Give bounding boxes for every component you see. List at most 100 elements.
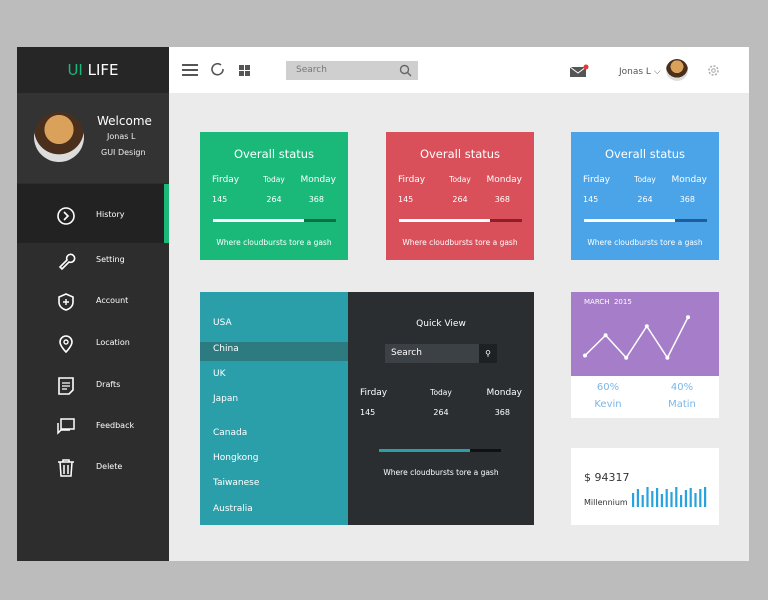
status-card: Overall status Firday 145 Today 264 Monday 368… bbox=[571, 132, 719, 260]
status-card: Overall status Firday 145 Today 264 Monday 368… bbox=[200, 132, 348, 260]
country[interactable]: USA bbox=[213, 318, 232, 328]
bar bbox=[675, 487, 678, 507]
stat-name: Kevin bbox=[594, 399, 622, 410]
stat-value: 145 bbox=[583, 195, 599, 204]
profile: Welcome Jonas L GUI Design bbox=[17, 93, 169, 183]
mail-icon[interactable] bbox=[569, 64, 589, 78]
nav-item[interactable]: Drafts bbox=[96, 380, 121, 389]
nav-item[interactable]: History bbox=[96, 210, 125, 219]
nav-icon bbox=[57, 418, 75, 435]
sparkline-point bbox=[665, 355, 670, 360]
greeting: Welcome bbox=[97, 114, 152, 128]
search-button[interactable]: ⚲ bbox=[479, 344, 497, 363]
bar-graph bbox=[632, 487, 707, 507]
bar bbox=[699, 489, 702, 507]
stat-value: 264 bbox=[266, 195, 282, 204]
country[interactable]: Japan bbox=[213, 394, 239, 404]
stat-day: Today bbox=[634, 175, 656, 184]
progress-fill bbox=[399, 219, 490, 222]
settings-icon[interactable] bbox=[707, 64, 720, 77]
stat-day: Firday bbox=[398, 175, 426, 185]
stat-day: Monday bbox=[671, 175, 707, 185]
quick-view-caption: Where cloudbursts tore a gash bbox=[383, 468, 499, 477]
profile-name: Jonas L bbox=[107, 132, 136, 141]
quick-view: Quick View Search ⚲ Firday 145 Today 264 Mon… bbox=[348, 292, 534, 525]
card-caption: Where cloudbursts tore a gash bbox=[402, 238, 518, 247]
bar bbox=[684, 490, 687, 507]
bar bbox=[632, 493, 635, 507]
bar bbox=[689, 488, 692, 507]
user-name[interactable]: Jonas L ⌵ bbox=[619, 67, 661, 77]
search-placeholder: Search bbox=[296, 65, 327, 75]
nav-item[interactable]: Feedback bbox=[96, 421, 135, 430]
chart-card: MARCH 2015 bbox=[571, 292, 719, 376]
chart-month: MARCH bbox=[584, 298, 610, 306]
country[interactable]: Taiwanese bbox=[213, 478, 260, 488]
card-title: Overall status bbox=[233, 147, 315, 161]
progress-fill bbox=[213, 219, 304, 222]
stat-day: Firday bbox=[212, 175, 240, 185]
selected-row bbox=[200, 342, 348, 361]
card-title: Overall status bbox=[419, 147, 501, 161]
sparkline-point bbox=[583, 353, 587, 358]
chart-date: MARCH 2015 bbox=[584, 298, 632, 306]
stat-name: Matin bbox=[668, 399, 696, 410]
quick-view-search[interactable]: Search ⚲ bbox=[385, 344, 497, 363]
bar bbox=[680, 495, 683, 507]
bar bbox=[670, 492, 673, 507]
stat-value: 368 bbox=[494, 408, 510, 417]
nav-item[interactable]: Location bbox=[96, 338, 130, 347]
stat-value: 368 bbox=[494, 195, 510, 204]
sparkline bbox=[583, 315, 690, 360]
nav-item[interactable]: Delete bbox=[96, 462, 123, 471]
stat-day: Firday bbox=[360, 388, 388, 398]
stat-value: 145 bbox=[212, 195, 228, 204]
toolbar-icons bbox=[182, 62, 250, 76]
country[interactable]: Hongkong bbox=[213, 453, 259, 463]
top-bar: Search Jonas L ⌵ bbox=[169, 47, 749, 93]
stat-day: Today bbox=[263, 175, 285, 184]
bar bbox=[641, 495, 644, 507]
sparkline-point bbox=[624, 355, 629, 360]
stat-percent: 40% bbox=[670, 382, 694, 393]
stat-day: Today bbox=[430, 388, 452, 397]
stat-value: 264 bbox=[433, 408, 449, 417]
bar bbox=[636, 489, 639, 507]
stat-day: Monday bbox=[300, 175, 336, 185]
progress-fill bbox=[379, 449, 470, 452]
stat-value: 264 bbox=[452, 195, 468, 204]
logo-area: UI LIFE bbox=[17, 47, 169, 93]
money-amount: $ 94317 bbox=[584, 471, 630, 484]
logo-text: LIFE bbox=[87, 61, 119, 79]
quick-view-search-text: Search bbox=[391, 348, 422, 358]
money-card: $ 94317 Millennium bbox=[571, 448, 719, 525]
country[interactable]: China bbox=[213, 344, 239, 354]
card-title: Overall status bbox=[604, 147, 686, 161]
country[interactable]: UK bbox=[213, 369, 226, 379]
stat-percent: 60% bbox=[596, 382, 620, 393]
country[interactable]: Australia bbox=[213, 504, 253, 514]
stat-value: 145 bbox=[398, 195, 414, 204]
stat-day: Monday bbox=[486, 175, 522, 185]
sparkline-point bbox=[603, 333, 608, 338]
avatar bbox=[34, 112, 84, 162]
status-card: Overall status Firday 145 Today 264 Monday 368… bbox=[386, 132, 534, 260]
nav-item[interactable]: Account bbox=[96, 296, 129, 305]
search-box[interactable]: Search bbox=[286, 61, 418, 80]
card-caption: Where cloudbursts tore a gash bbox=[216, 238, 332, 247]
nav-icon bbox=[57, 207, 75, 225]
chart-stats: 60% Kevin 40% Matin bbox=[571, 376, 719, 418]
quick-view-title: Quick View bbox=[416, 319, 466, 329]
stat-value: 264 bbox=[637, 195, 653, 204]
user-avatar[interactable] bbox=[666, 59, 688, 81]
stat-day: Monday bbox=[486, 388, 522, 398]
sparkline-point bbox=[686, 315, 690, 320]
nav-item[interactable]: Setting bbox=[96, 255, 125, 264]
country[interactable]: Canada bbox=[213, 428, 248, 438]
profile-role: GUI Design bbox=[101, 148, 146, 157]
nav-icon bbox=[58, 293, 74, 311]
nav-icon bbox=[58, 377, 74, 395]
card-caption: Where cloudbursts tore a gash bbox=[587, 238, 703, 247]
country-list: USA China UK Japan Canada Hongkong Taiwanese Au… bbox=[200, 292, 348, 525]
